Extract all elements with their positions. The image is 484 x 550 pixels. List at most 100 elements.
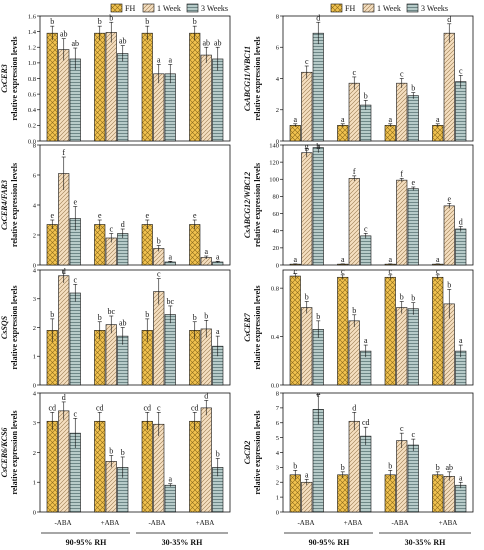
y-tick-label: 120 — [269, 159, 279, 166]
bar — [189, 32, 201, 142]
bar — [432, 125, 444, 142]
significance-letter: a — [216, 327, 220, 336]
significance-letter: f — [400, 169, 403, 178]
y-tick-label: 0.6 — [28, 91, 37, 98]
significance-letter: c — [73, 409, 77, 418]
y-tick-label: 1 — [33, 480, 36, 487]
y-tick-label: 2 — [276, 480, 279, 487]
rh-label: 90-95% RH — [66, 538, 107, 547]
legend-swatch-1week — [142, 3, 155, 13]
significance-letter: b — [109, 13, 113, 22]
bar — [407, 95, 419, 142]
bar — [312, 147, 324, 266]
y-tick-label: 0.8 — [28, 76, 36, 83]
y-tick-label: 1.4 — [28, 29, 37, 36]
x-group-label: +ABA — [344, 519, 363, 527]
bar — [443, 205, 455, 266]
significance-letter: a — [341, 255, 345, 264]
significance-letter: b — [216, 449, 220, 458]
bar — [312, 409, 324, 513]
significance-letter: e — [98, 211, 102, 220]
y-tick-label: 2 — [33, 325, 36, 332]
bar — [396, 179, 408, 266]
y-tick-label: 8 — [276, 13, 279, 20]
legend-swatch-3weeks-right — [406, 3, 419, 13]
bar — [164, 73, 176, 142]
y-tick-label: 1.2 — [28, 45, 36, 52]
bar — [58, 49, 70, 142]
significance-letter: a — [459, 473, 463, 482]
y-tick-label: 40 — [273, 228, 280, 235]
y-tick-label: 80 — [273, 194, 280, 201]
significance-letter: b — [193, 17, 197, 26]
significance-letter: a — [157, 55, 161, 64]
significance-letter: b — [341, 463, 345, 472]
rh-label: 90-95% RH — [309, 538, 350, 547]
bar — [301, 152, 313, 266]
significance-letter: g — [305, 142, 309, 151]
bar — [337, 276, 349, 386]
bar — [141, 224, 153, 266]
chart-panel: 0 1 2 3 4 CsCER6/KCS6 relative expression leve… — [0, 390, 231, 516]
x-group-label: -ABA — [148, 519, 165, 527]
significance-letter: e — [193, 211, 197, 220]
y-tick-label: 6 — [33, 172, 37, 179]
bar — [141, 32, 153, 142]
significance-letter: c — [109, 225, 113, 234]
legend-left: FH 1 Week 3 Weeks — [110, 3, 228, 13]
significance-letter: d — [204, 391, 208, 400]
y-axis-title: relative expression levels — [253, 285, 262, 369]
bar — [455, 81, 467, 142]
significance-letter: a — [168, 475, 172, 484]
y-tick-label: 1.0 — [28, 60, 36, 67]
bar — [301, 307, 313, 386]
y-tick-label: 20 — [273, 245, 280, 252]
significance-letter: bc — [107, 307, 115, 316]
y-axis-gene-title: CsABCG11/WBC11 — [243, 46, 252, 111]
bar — [289, 474, 301, 513]
bar — [407, 188, 419, 266]
plot-frame — [282, 269, 474, 386]
significance-letter: b — [109, 446, 113, 455]
bar — [407, 308, 419, 386]
bar — [407, 444, 419, 513]
chart-panel: 0 20 40 60 80 100 120 140 CsABCG12/WBC12 relative… — [243, 142, 474, 269]
y-tick-label: 0 — [33, 509, 36, 516]
y-tick-label: 4 — [33, 390, 37, 397]
bar — [200, 54, 212, 142]
x-group-label: +ABA — [101, 519, 120, 527]
bar — [348, 82, 360, 142]
significance-letter: b — [388, 461, 392, 470]
bar — [164, 484, 176, 513]
significance-letter: d — [121, 220, 125, 229]
bar — [69, 292, 81, 386]
x-group-label: -ABA — [54, 519, 71, 527]
bar — [432, 276, 444, 386]
bar — [312, 32, 324, 142]
bar — [443, 32, 455, 142]
significance-letter: e — [73, 198, 77, 207]
rh-label: 30-35% RH — [162, 538, 203, 547]
bar — [46, 224, 58, 266]
bar — [200, 407, 212, 513]
y-tick-label: 3 — [276, 465, 279, 472]
y-tick-label: 3 — [33, 296, 36, 303]
significance-letter: h — [316, 142, 320, 151]
significance-letter: c — [459, 66, 463, 75]
significance-letter: c — [157, 403, 161, 412]
significance-letter: b — [98, 313, 102, 322]
y-axis-gene-title: CsCER6/KCS6 — [0, 428, 9, 478]
y-axis-title: relative expression levels — [10, 36, 19, 120]
bar — [94, 420, 106, 513]
significance-letter: a — [293, 255, 297, 264]
y-tick-label: 4 — [276, 450, 280, 457]
x-group-label: -ABA — [391, 519, 408, 527]
significance-letter: b — [305, 292, 309, 301]
significance-letter: c — [305, 57, 309, 66]
legend-label-3weeks-right: 3 Weeks — [421, 4, 448, 13]
y-axis-title: relative expression levels — [10, 285, 19, 369]
y-tick-label: 0.4 — [271, 334, 280, 341]
significance-letter: cd — [143, 403, 151, 412]
legend-label-fh: FH — [125, 4, 135, 13]
bar — [46, 420, 58, 513]
